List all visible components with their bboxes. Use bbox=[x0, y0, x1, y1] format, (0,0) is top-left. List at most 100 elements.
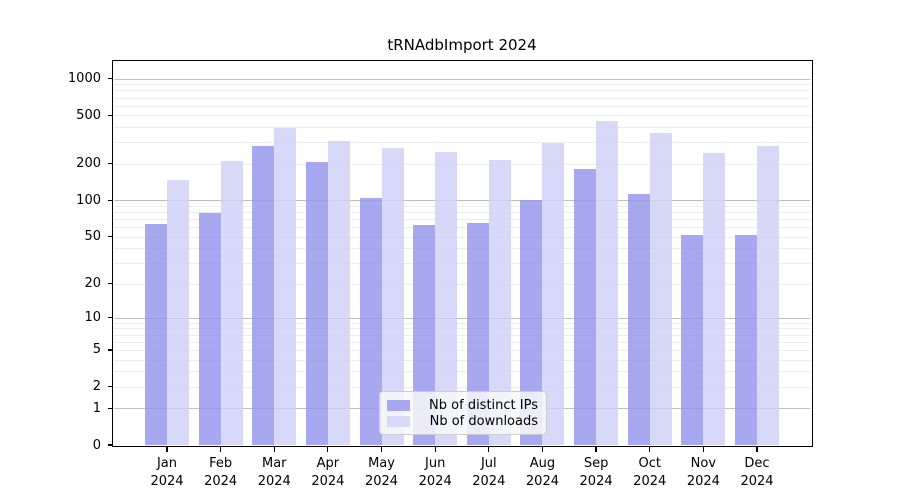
gridline-minor bbox=[114, 90, 810, 92]
bar-downloads bbox=[542, 143, 565, 445]
bar-downloads bbox=[220, 160, 243, 445]
x-tickmark bbox=[273, 446, 275, 452]
legend-swatch-distinct-ips bbox=[387, 399, 410, 411]
bar-downloads bbox=[703, 153, 726, 445]
y-tick-label: 1 bbox=[92, 400, 101, 416]
x-tickmark bbox=[488, 446, 490, 452]
bar-downloads bbox=[381, 147, 404, 445]
gridline-minor bbox=[114, 163, 810, 165]
y-tickmark bbox=[107, 444, 113, 446]
gridline-minor bbox=[114, 248, 810, 250]
x-tick-label: Apr 2024 bbox=[311, 456, 345, 489]
legend-label-downloads: Nb of downloads bbox=[429, 413, 538, 429]
bar-distinct-ips bbox=[252, 146, 275, 445]
gridline-minor bbox=[114, 322, 810, 324]
gridline-minor bbox=[114, 371, 810, 373]
gridline-minor bbox=[114, 142, 810, 144]
bar-downloads bbox=[435, 151, 458, 445]
y-tickmark bbox=[107, 199, 113, 201]
gridline-major bbox=[114, 78, 810, 80]
gridline-minor bbox=[114, 328, 810, 330]
gridline-minor bbox=[114, 227, 810, 228]
bar-distinct-ips bbox=[145, 224, 167, 445]
y-tickmark bbox=[107, 317, 113, 319]
y-tick-label: 50 bbox=[84, 229, 101, 244]
bar-downloads bbox=[167, 179, 189, 445]
y-tick-label: 2 bbox=[92, 379, 101, 395]
legend-item-distinct-ips: Nb of distinct IPs bbox=[387, 397, 538, 413]
gridline-minor bbox=[114, 105, 810, 107]
x-tick-label: Oct 2024 bbox=[633, 456, 667, 489]
bar-distinct-ips bbox=[198, 212, 221, 445]
y-tick-label: 5 bbox=[92, 342, 101, 358]
gridline-minor bbox=[114, 334, 810, 336]
x-tickmark bbox=[702, 446, 704, 452]
x-tickmark bbox=[220, 446, 222, 452]
y-tick-label: 200 bbox=[76, 156, 101, 172]
gridline-minor bbox=[114, 97, 810, 99]
bar-distinct-ips bbox=[466, 222, 489, 445]
legend-swatch-downloads bbox=[387, 415, 410, 427]
x-tickmark bbox=[434, 446, 436, 452]
bar-distinct-ips bbox=[359, 197, 382, 445]
y-tickmark bbox=[107, 114, 113, 116]
x-tickmark bbox=[541, 446, 544, 452]
bar-downloads bbox=[327, 141, 350, 445]
bar-downloads bbox=[596, 120, 619, 445]
gridline-minor bbox=[114, 386, 810, 388]
bar-distinct-ips bbox=[574, 169, 597, 445]
y-tickmark bbox=[107, 282, 113, 285]
y-tickmark bbox=[107, 163, 113, 165]
x-tickmark bbox=[756, 446, 758, 452]
bar-distinct-ips bbox=[413, 225, 436, 445]
bar-downloads bbox=[649, 133, 672, 445]
y-tick-label: 100 bbox=[76, 192, 101, 208]
x-tick-label: Dec 2024 bbox=[740, 456, 774, 489]
gridline-minor bbox=[114, 115, 810, 117]
x-tick-label: May 2024 bbox=[364, 456, 399, 489]
x-tickmark bbox=[166, 446, 168, 452]
x-tick-label: Sep 2024 bbox=[579, 456, 613, 489]
y-tickmark bbox=[107, 78, 113, 80]
gridline-minor bbox=[114, 205, 810, 207]
gridline-minor bbox=[114, 127, 810, 129]
x-tick-label: Jan 2024 bbox=[150, 456, 184, 489]
bar-distinct-ips bbox=[627, 193, 650, 445]
legend: Nb of distinct IPs Nb of downloads bbox=[379, 391, 547, 435]
gridline-minor bbox=[114, 211, 810, 213]
y-tick-label: 0 bbox=[92, 437, 101, 453]
gridline-minor bbox=[114, 341, 810, 343]
y-tickmark bbox=[107, 386, 113, 388]
gridline-minor bbox=[114, 349, 810, 351]
y-tick-label: 1000 bbox=[67, 71, 101, 87]
x-tickmark bbox=[595, 446, 597, 452]
gridline-minor bbox=[114, 262, 810, 264]
x-tick-label: Feb 2024 bbox=[204, 456, 238, 489]
gridline-minor bbox=[114, 283, 810, 285]
x-tickmark bbox=[380, 446, 383, 452]
gridline-minor bbox=[114, 236, 810, 238]
bar-distinct-ips bbox=[735, 235, 757, 445]
gridline-minor bbox=[114, 84, 810, 86]
x-tickmark bbox=[649, 446, 651, 452]
y-tick-label: 500 bbox=[76, 107, 101, 123]
legend-item-downloads: Nb of downloads bbox=[387, 413, 538, 429]
y-tickmark bbox=[107, 235, 113, 238]
gridline-minor bbox=[114, 218, 810, 220]
gridline-major bbox=[114, 200, 810, 202]
bar-downloads bbox=[488, 159, 511, 445]
y-tick-label: 10 bbox=[84, 310, 101, 326]
y-tickmark bbox=[107, 349, 113, 351]
x-tick-label: Mar 2024 bbox=[257, 456, 291, 489]
x-tick-label: Jul 2024 bbox=[472, 456, 506, 489]
x-tick-label: Jun 2024 bbox=[418, 456, 452, 489]
x-tick-label: Nov 2024 bbox=[686, 456, 720, 489]
bar-downloads bbox=[274, 128, 297, 445]
bar-distinct-ips bbox=[681, 235, 704, 445]
bar-downloads bbox=[757, 145, 779, 445]
gridline-minor bbox=[114, 359, 810, 361]
gridline-major bbox=[114, 317, 810, 319]
x-tickmark bbox=[327, 446, 329, 452]
bar-distinct-ips bbox=[305, 161, 328, 445]
